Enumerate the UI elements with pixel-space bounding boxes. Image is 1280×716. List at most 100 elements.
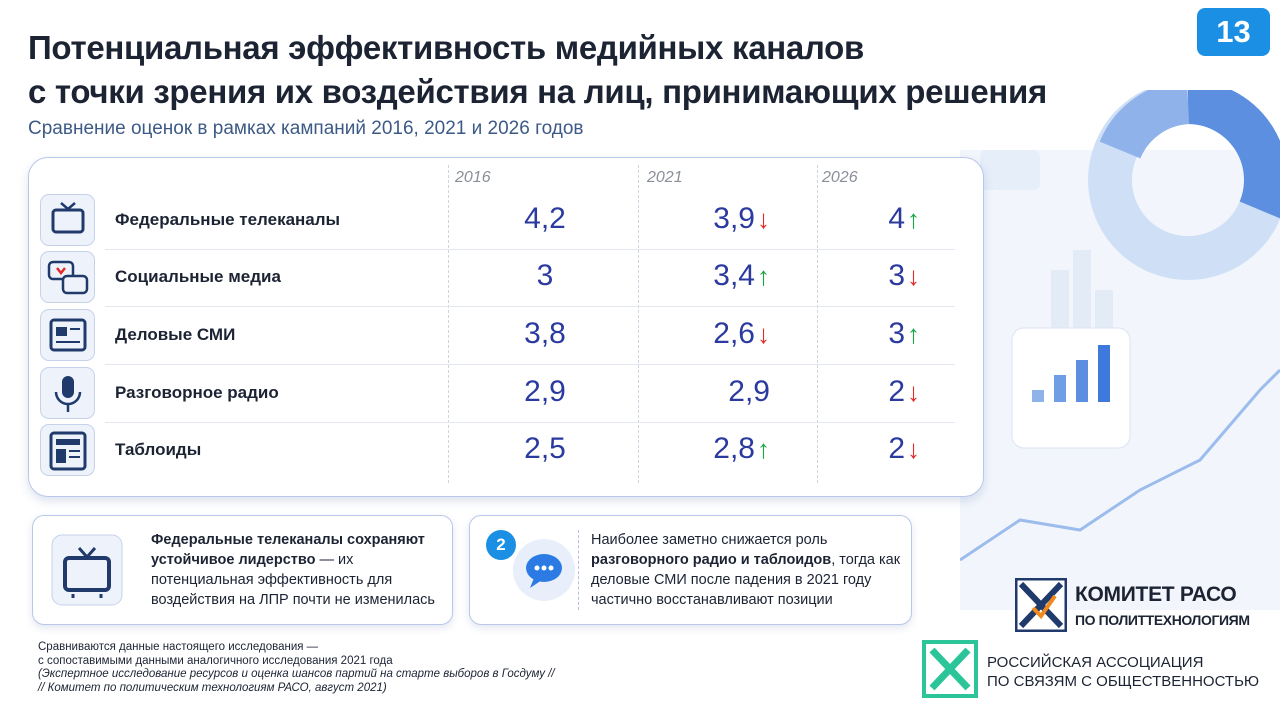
trend-arrow: ↓ — [907, 261, 920, 291]
logo-text: ПО СВЯЗЯМ С ОБЩЕСТВЕННОСТЬЮ — [987, 673, 1260, 690]
table-card — [28, 157, 984, 497]
footnote-note: (Экспертное исследование ресурсов и оцен… — [38, 668, 555, 680]
title-line: с точки зрения их воздействия на лиц, пр… — [28, 73, 1047, 110]
callout-text: Наиболее заметно снижается роль разговор… — [591, 530, 906, 610]
column-header: 2026 — [822, 169, 858, 186]
cell-value: 2,5 — [524, 432, 566, 465]
table-cell: 2,8↑ — [640, 432, 770, 466]
table-cell: 2,5 — [480, 432, 610, 466]
table-cell: 2↓ — [790, 432, 920, 466]
row-label: Социальные медиа — [115, 267, 281, 286]
row-icon — [40, 251, 95, 303]
row-label: Разговорное радио — [115, 383, 279, 402]
cell-value: 2,6 — [713, 317, 755, 350]
trend-arrow: ↓ — [757, 204, 770, 234]
trend-arrow: ↑ — [757, 434, 770, 464]
cell-value: 2,8 — [713, 432, 755, 465]
trend-arrow: ↓ — [907, 434, 920, 464]
logo-text: ПО ПОЛИТТЕХНОЛОГИЯМ — [1075, 612, 1250, 628]
column-divider — [638, 165, 639, 483]
trend-arrow: ↑ — [907, 319, 920, 349]
subtitle: Сравнение оценок в рамках кампаний 2016,… — [28, 118, 584, 139]
logo-text: КОМИТЕТ РАСО — [1075, 583, 1237, 606]
cell-value: 3,4 — [713, 259, 755, 292]
callout-segment: разговорного радио и таблоидов — [591, 552, 832, 568]
cell-value: 2,9 — [728, 375, 770, 408]
callout: 2 Наиболее заметно снижается роль разгов… — [469, 515, 912, 625]
logo-text: РОССИЙСКАЯ АССОЦИАЦИЯ — [987, 654, 1204, 671]
callout-segment: — их потенциальная эффективность для воз… — [151, 552, 435, 608]
cell-value: 2,9 — [524, 375, 566, 408]
donut-part — [1099, 90, 1191, 160]
tv-icon — [51, 534, 123, 606]
row-icon — [40, 194, 95, 246]
page-number: 13 — [1197, 8, 1270, 56]
footnote-note: // Комитет по политическим технологиям Р… — [38, 681, 387, 694]
table-cell: 2,9 — [640, 375, 770, 409]
footnote: Сравниваются данные настоящего исследова… — [38, 641, 555, 695]
cell-value: 3 — [888, 259, 905, 292]
table-cell: 2,6↓ — [640, 317, 770, 351]
divider — [578, 530, 579, 610]
trend-arrow: ↓ — [907, 377, 920, 407]
trend-arrow: ↑ — [907, 204, 920, 234]
chat-icon — [513, 539, 575, 601]
row-icon — [40, 367, 95, 419]
table-cell: 3↓ — [790, 259, 920, 293]
donut-part — [1187, 90, 1280, 219]
column-header: 2016 — [455, 169, 491, 186]
callout-text: Федеральные телеканалы сохраняют устойчи… — [151, 530, 436, 610]
icon-glyph — [49, 431, 87, 471]
cell-value: 2 — [888, 375, 905, 408]
callout-segment: Наиболее заметно снижается роль — [591, 532, 828, 548]
table-cell: 2,9 — [480, 375, 610, 409]
icon-glyph — [49, 318, 87, 352]
callout: Федеральные телеканалы сохраняют устойчи… — [32, 515, 453, 625]
row-divider — [105, 364, 955, 365]
table-cell: 4↑ — [790, 202, 920, 236]
cell-value: 3,8 — [524, 317, 566, 350]
mini-chart — [1011, 327, 1131, 449]
row-icon — [40, 309, 95, 361]
cell-value: 3 — [888, 317, 905, 350]
title-line: Потенциальная эффективность медийных кан… — [28, 29, 865, 66]
icon-glyph — [54, 376, 82, 412]
row-divider — [105, 422, 955, 423]
trend-line — [960, 368, 1280, 562]
row-label: Федеральные телеканалы — [115, 210, 341, 229]
cell-value: 4,2 — [524, 202, 566, 235]
column-divider — [817, 165, 818, 483]
footnote-line: Сравниваются данные настоящего исследова… — [38, 641, 319, 653]
background-decor — [960, 90, 1280, 610]
table-cell: 3↑ — [790, 317, 920, 351]
callout-badge: 2 — [486, 530, 516, 560]
callout-segment: , тогда как деловые СМИ после падения в … — [591, 552, 901, 608]
table-cell: 3,9↓ — [640, 202, 770, 236]
cell-value: 3,9 — [713, 202, 755, 235]
title: Потенциальная эффективность медийных кан… — [28, 26, 1047, 114]
table-cell: 3 — [480, 259, 610, 293]
footnote-line: с сопоставимыми данными аналогичного исс… — [38, 654, 393, 667]
row-label: Деловые СМИ — [115, 325, 236, 344]
row-divider — [105, 306, 955, 307]
trend-arrow: ↑ — [757, 261, 770, 291]
table-cell: 3,4↑ — [640, 259, 770, 293]
table-cell: 2↓ — [790, 375, 920, 409]
table-cell: 4,2 — [480, 202, 610, 236]
chat-bubble — [980, 150, 1040, 190]
cell-value: 2 — [888, 432, 905, 465]
callout-segment: Федеральные телеканалы сохраняют устойчи… — [151, 532, 425, 568]
icon-glyph — [51, 202, 85, 234]
trend-arrow: ↓ — [757, 319, 770, 349]
icon-glyph — [47, 260, 89, 295]
column-divider — [448, 165, 449, 483]
column-header: 2021 — [647, 169, 683, 186]
row-label: Таблоиды — [115, 440, 202, 459]
logo-mark — [922, 640, 978, 698]
cell-value: 4 — [888, 202, 905, 235]
row-divider — [105, 249, 955, 250]
logo-mark — [1015, 578, 1067, 632]
row-icon — [40, 424, 95, 476]
